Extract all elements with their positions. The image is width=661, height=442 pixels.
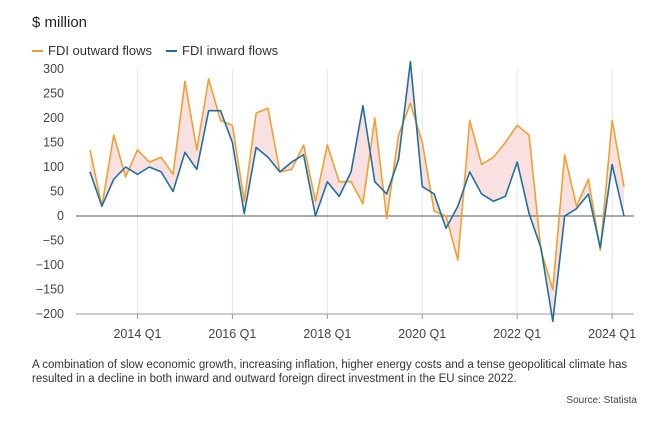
x-tick-label: 2014 Q1 [113,327,161,341]
y-tick-label: 200 [43,111,64,125]
source-note: Source: Statista [566,395,637,406]
y-tick-label: −100 [36,258,64,272]
chart-caption: A combination of slow economic growth, i… [32,359,628,385]
y-tick-label: 0 [57,209,64,223]
x-tick-label: 2022 Q1 [493,327,541,341]
y-tick-label: 250 [43,87,64,101]
y-tick-label: 150 [43,136,64,150]
y-tick-label: 300 [43,62,64,76]
unit-label: $ million [32,14,88,31]
legend-item-outward: FDI outward flows [32,43,152,58]
series-line-outward [89,78,625,291]
x-tick-label: 2024 Q1 [588,327,636,341]
series-line-inward [89,60,625,323]
legend-label-outward: FDI outward flows [48,43,153,58]
y-tick-label: 100 [43,160,64,174]
legend-swatch-outward [32,49,43,52]
x-tick-label: 2016 Q1 [208,327,256,341]
y-tick-label: −200 [36,307,64,321]
legend-item-inward: FDI inward flows [166,43,278,58]
y-tick-label: −50 [43,234,64,248]
legend-swatch-inward [166,49,178,52]
legend: FDI outward flows FDI inward flows [32,43,292,58]
y-tick-label: −150 [36,283,64,297]
fdi-line-chart: 2014 Q1 2016 Q1 2018 Q1 2020 Q1 2022 Q1 2024 … [36,60,636,341]
x-tick-label: 2020 Q1 [398,327,446,341]
x-tick-label: 2018 Q1 [303,327,351,341]
y-tick-label: 50 [50,185,64,199]
legend-label-inward: FDI inward flows [182,43,279,58]
